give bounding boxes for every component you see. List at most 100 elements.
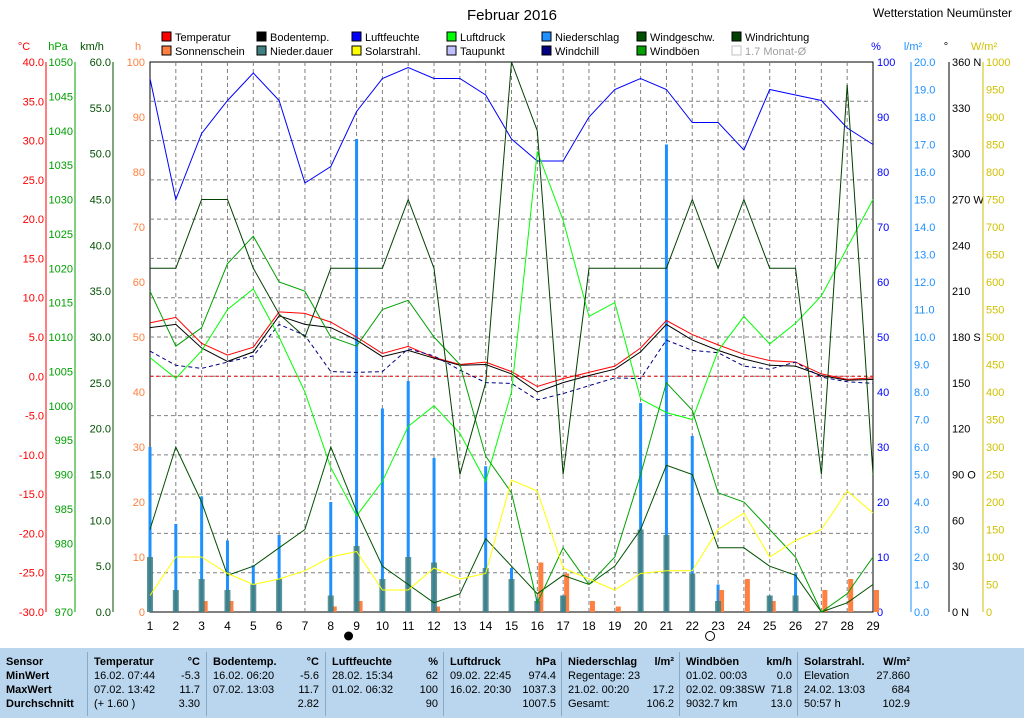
kmh-tick-label: 20.0 bbox=[90, 424, 111, 436]
x-tick-label: 4 bbox=[224, 619, 231, 633]
table-column: Temperatur °C 16.02. 07:44 -5.3 07.02. 13:42… bbox=[90, 648, 204, 718]
bar-niederschlag bbox=[664, 144, 668, 612]
temp-tick-label: -30.0 bbox=[19, 607, 44, 619]
pct-tick-label: 80 bbox=[877, 167, 889, 179]
hours-tick-label: 80 bbox=[133, 167, 145, 179]
cell-min-time: 16.02. 07:44 bbox=[94, 670, 156, 682]
table-column: Niederschlag l/m² Regentage: 23 21.02. 00:2… bbox=[564, 648, 678, 718]
cell-unit: % bbox=[428, 656, 438, 668]
legend-swatch bbox=[731, 45, 742, 56]
x-tick-label: 13 bbox=[453, 619, 467, 633]
lm2-tick-label: 2.0 bbox=[914, 552, 929, 564]
column-separator bbox=[206, 652, 207, 716]
x-tick-label: 12 bbox=[427, 619, 441, 633]
wm2-tick-label: 900 bbox=[986, 112, 1004, 124]
wm2-tick-label: 350 bbox=[986, 415, 1004, 427]
cell-title: Niederschlag bbox=[568, 656, 638, 668]
temp-tick-label: 5.0 bbox=[29, 332, 44, 344]
lm2-tick-label: 17.0 bbox=[914, 140, 935, 152]
legend-label: 1.7 Monat-Ø bbox=[745, 46, 807, 58]
cell-max-time: 24.02. 13:03 bbox=[804, 684, 866, 696]
wm2-tick-label: 50 bbox=[986, 580, 998, 592]
legend-swatch bbox=[161, 31, 172, 42]
bar-sonnenschein bbox=[538, 562, 544, 612]
wm2-tick-label: 550 bbox=[986, 305, 1004, 317]
hours-tick-label: 70 bbox=[133, 222, 145, 234]
x-tick-label: 25 bbox=[763, 619, 777, 633]
bar-sonnenschein bbox=[564, 573, 570, 612]
lm2-tick-label: 15.0 bbox=[914, 195, 935, 207]
deg-tick-label: 0 N bbox=[952, 607, 969, 619]
temp-tick-label: -25.0 bbox=[19, 568, 44, 580]
deg-tick-label: 210 bbox=[952, 286, 970, 298]
bar-niederdauer bbox=[508, 579, 515, 612]
lm2-axis-title: l/m² bbox=[904, 41, 923, 53]
lm2-tick-label: 20.0 bbox=[914, 57, 935, 69]
new-moon-icon bbox=[344, 631, 354, 641]
lm2-tick-label: 9.0 bbox=[914, 360, 929, 372]
legend-label: Bodentemp. bbox=[270, 32, 329, 44]
cell-unit: W/m² bbox=[883, 656, 910, 668]
legend-label: Niederschlag bbox=[555, 32, 619, 44]
lm2-tick-label: 4.0 bbox=[914, 497, 929, 509]
legend-label: Windrichtung bbox=[745, 32, 809, 44]
x-tick-label: 24 bbox=[737, 619, 751, 633]
x-tick-label: 19 bbox=[608, 619, 622, 633]
cell-title: Temperatur bbox=[94, 656, 154, 668]
cell-min-time: Elevation bbox=[804, 670, 850, 682]
cell-avg-note: (+ 1.60 ) bbox=[94, 698, 136, 710]
lm2-tick-label: 0.0 bbox=[914, 607, 929, 619]
weather-chart: 40.035.030.025.020.015.010.05.00.0-5.0-1… bbox=[18, 6, 1012, 641]
legend-label: Windchill bbox=[555, 46, 599, 58]
legend-swatch bbox=[541, 31, 552, 42]
x-tick-label: 28 bbox=[840, 619, 854, 633]
x-tick-label: 2 bbox=[172, 619, 179, 633]
bar-niederschlag bbox=[200, 496, 204, 612]
hours-tick-label: 20 bbox=[133, 497, 145, 509]
x-tick-label: 11 bbox=[402, 619, 415, 633]
x-tick-label: 5 bbox=[250, 619, 257, 633]
hours-tick-label: 100 bbox=[127, 57, 145, 69]
temp-tick-label: 15.0 bbox=[23, 253, 44, 265]
bar-niederdauer bbox=[792, 595, 799, 612]
deg-tick-label: 300 bbox=[952, 149, 970, 161]
bar-niederdauer bbox=[147, 557, 153, 612]
cell-max-val: 100 bbox=[419, 684, 438, 696]
hpa-tick-label: 1000 bbox=[49, 401, 73, 413]
column-separator bbox=[561, 652, 562, 716]
series-line-solarstrahl bbox=[149, 479, 874, 596]
cell-min-val: -5.6 bbox=[300, 670, 319, 682]
hours-axis-title: h bbox=[135, 41, 141, 53]
x-tick-label: 17 bbox=[556, 619, 570, 633]
temp-tick-label: -20.0 bbox=[19, 528, 44, 540]
x-tick-label: 10 bbox=[376, 619, 390, 633]
hours-tick-label: 30 bbox=[133, 442, 145, 454]
hours-tick-label: 50 bbox=[133, 332, 145, 344]
hpa-tick-label: 1045 bbox=[49, 91, 73, 103]
x-tick-label: 20 bbox=[634, 619, 648, 633]
pct-tick-label: 70 bbox=[877, 222, 889, 234]
cell-title: Bodentemp. bbox=[213, 656, 277, 668]
kmh-tick-label: 45.0 bbox=[90, 195, 111, 207]
cell-min-val: 974.4 bbox=[528, 670, 556, 682]
temp-tick-label: 0.0 bbox=[29, 371, 44, 383]
column-separator bbox=[325, 652, 326, 716]
wm2-tick-label: 250 bbox=[986, 470, 1004, 482]
pct-tick-label: 10 bbox=[877, 552, 889, 564]
temp-tick-label: 35.0 bbox=[23, 96, 44, 108]
cell-title: Solarstrahl. bbox=[804, 656, 865, 668]
hpa-tick-label: 980 bbox=[55, 538, 73, 550]
hpa-tick-label: 975 bbox=[55, 573, 73, 585]
pct-tick-label: 60 bbox=[877, 277, 889, 289]
station-name: Wetterstation Neumünster bbox=[873, 6, 1012, 20]
cell-max-time: 07.02. 13:42 bbox=[94, 684, 156, 696]
bar-sonnenschein bbox=[228, 601, 234, 612]
wm2-tick-label: 400 bbox=[986, 387, 1004, 399]
table-column: Windböen km/h 01.02. 00:03 0.0 02.02. 09:38S… bbox=[682, 648, 796, 718]
legend-label: Temperatur bbox=[175, 32, 231, 44]
x-tick-label: 22 bbox=[686, 619, 700, 633]
bar-sonnenschein bbox=[615, 606, 621, 612]
pct-axis-title: % bbox=[871, 41, 881, 53]
lm2-tick-label: 12.0 bbox=[914, 277, 935, 289]
lm2-tick-label: 13.0 bbox=[914, 250, 935, 262]
